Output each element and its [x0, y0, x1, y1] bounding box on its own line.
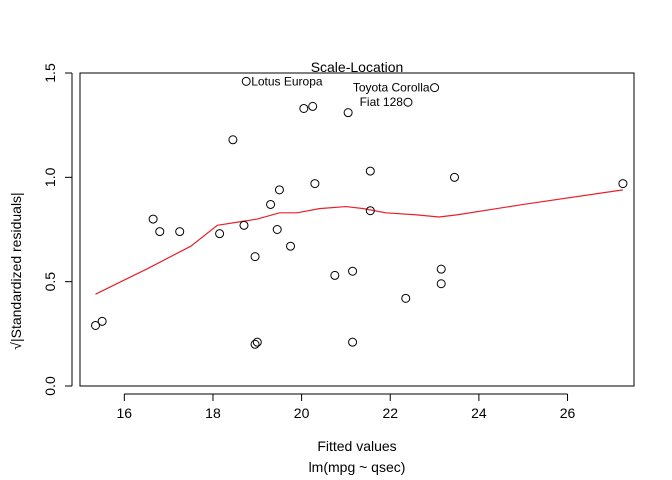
y-axis-title: √|Standardized residuals| [8, 192, 24, 349]
x-tick-label: 26 [560, 405, 576, 421]
data-point [348, 266, 358, 276]
x-tick-label: 16 [117, 405, 133, 421]
data-point [228, 135, 238, 145]
points-layer [91, 76, 628, 349]
smoother-layer [95, 189, 624, 295]
data-point [343, 108, 353, 118]
y-axis: 0.0 0.5 1.0 1.5 [42, 63, 73, 396]
point-label: Fiat 128 [360, 95, 404, 109]
data-point [348, 337, 358, 347]
x-axis-subtitle: lm(mpg ~ qsec) [309, 459, 406, 475]
smoother-line [95, 189, 624, 295]
point-label: Lotus Europa [251, 74, 323, 88]
data-point [430, 83, 440, 93]
data-point [274, 185, 284, 195]
x-axis-title: Fitted values [317, 438, 396, 454]
x-tick-label: 24 [471, 405, 487, 421]
x-axis: 16 18 20 22 24 26 [117, 393, 576, 421]
x-tick-label: 22 [382, 405, 398, 421]
data-point [175, 227, 185, 237]
x-tick-label: 20 [294, 405, 310, 421]
y-tick-label: 1.0 [42, 167, 58, 187]
data-point [401, 293, 411, 303]
data-point [252, 337, 262, 347]
data-point [310, 179, 320, 189]
data-point [272, 225, 282, 234]
data-point [250, 252, 260, 262]
data-point [241, 76, 251, 86]
data-point [155, 227, 165, 237]
y-tick-label: 0.5 [42, 272, 58, 292]
data-point [436, 264, 446, 274]
data-point [299, 103, 309, 113]
y-tick-label: 0.0 [42, 376, 58, 396]
y-tick-label: 1.5 [42, 63, 58, 83]
data-point [450, 172, 460, 182]
data-point [250, 339, 260, 349]
data-point [97, 316, 107, 326]
data-point [215, 229, 225, 239]
data-point [330, 270, 340, 280]
data-point [403, 97, 413, 107]
data-point [365, 206, 375, 216]
point-label: Toyota Corolla [353, 81, 430, 95]
data-point [266, 199, 276, 209]
data-point [148, 214, 158, 224]
data-point [365, 166, 375, 176]
x-tick-label: 18 [205, 405, 221, 421]
data-point [618, 179, 628, 189]
data-point [436, 279, 446, 289]
data-point [308, 101, 318, 111]
data-point [91, 320, 101, 330]
data-point [239, 220, 249, 230]
plot-frame [79, 72, 635, 387]
chart-title: Scale-Location [311, 59, 404, 75]
data-point [286, 241, 296, 251]
